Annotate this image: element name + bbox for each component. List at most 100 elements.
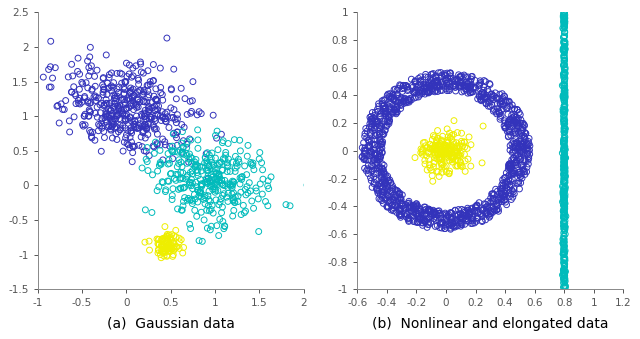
Point [105,116,115,121]
Point [98,75,108,80]
Point [361,126,371,131]
Point [429,79,440,84]
Point [394,207,404,213]
Point [150,139,161,145]
Point [513,152,523,157]
Point [427,86,437,91]
Point [447,153,458,158]
Point [374,103,384,109]
Point [156,242,166,248]
Point [452,217,462,223]
Point [429,89,440,95]
Point [97,116,107,121]
Point [429,155,440,160]
Point [559,210,569,215]
Point [417,220,428,225]
Point [124,96,134,101]
Point [367,125,377,130]
Point [509,186,519,192]
Point [502,98,512,104]
Point [365,143,375,148]
Point [377,145,387,151]
Point [360,151,370,156]
Point [114,112,124,117]
Point [129,93,139,98]
Point [451,84,461,90]
Point [182,173,193,178]
Point [383,113,394,118]
Point [214,172,224,177]
Point [460,74,470,80]
Point [181,151,191,156]
Point [439,152,449,157]
Point [433,70,444,76]
Point [560,226,570,232]
Point [558,260,568,265]
Point [559,19,570,24]
Point [84,73,94,79]
Point [228,190,239,196]
Point [149,94,159,99]
Point [162,240,172,246]
Point [445,148,456,153]
Point [169,233,179,239]
Point [262,183,273,188]
Point [559,196,569,202]
Point [560,201,570,206]
Point [513,144,524,150]
Point [178,145,188,150]
Point [435,221,445,227]
Point [90,93,100,99]
Point [115,116,125,121]
Point [559,200,570,205]
Point [357,145,367,151]
Point [560,194,570,200]
Point [161,235,172,240]
Point [45,64,56,69]
Point [182,145,192,151]
Point [492,207,502,213]
Point [392,107,402,112]
Point [445,131,455,136]
Point [157,115,168,120]
Point [364,124,374,130]
Point [246,198,257,204]
Point [467,74,477,79]
Point [100,112,111,118]
Point [451,216,461,222]
Point [149,125,159,130]
Point [559,215,570,220]
Point [378,131,388,136]
Point [441,163,451,168]
Point [139,111,149,116]
Point [379,170,389,175]
Point [457,89,467,95]
Point [476,97,486,102]
Point [506,164,516,169]
Point [559,273,570,278]
Point [559,24,570,29]
Point [233,193,243,199]
Point [429,216,439,221]
Point [196,111,206,116]
Point [139,148,149,154]
Point [524,136,534,141]
Point [228,179,239,184]
Point [559,220,569,225]
Point [503,134,513,139]
Point [483,103,493,109]
Point [121,79,131,84]
Point [478,207,488,213]
Point [116,108,127,113]
Point [559,146,569,152]
Point [559,66,570,72]
Point [214,173,224,179]
Point [413,203,423,208]
Point [559,72,569,78]
Point [162,234,172,239]
Point [189,164,200,170]
Point [490,186,500,192]
Point [204,197,214,202]
Point [216,159,226,165]
Point [158,248,168,253]
